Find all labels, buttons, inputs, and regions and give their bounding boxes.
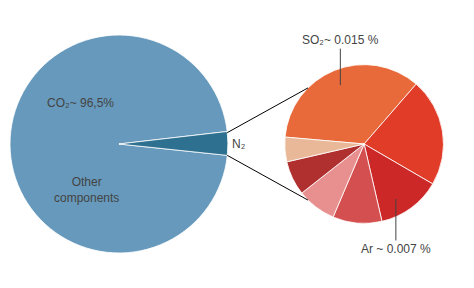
svg-text:CO₂~ 96,5%: CO₂~ 96,5%: [47, 96, 114, 110]
svg-text:Othercomponents: Othercomponents: [54, 175, 119, 205]
svg-text:SO₂~ 0.015 %: SO₂~ 0.015 %: [302, 33, 379, 47]
svg-text:N₂: N₂: [232, 137, 246, 151]
svg-text:Ar ~ 0.007 %: Ar ~ 0.007 %: [361, 242, 431, 256]
